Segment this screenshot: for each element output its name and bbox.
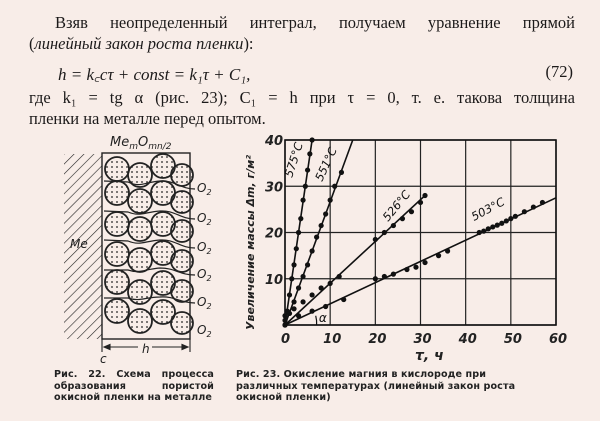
series-526c: 526°C [282, 188, 428, 326]
thickness-dimension [101, 339, 191, 352]
thickness-label: h [142, 342, 150, 356]
angle-arc [315, 315, 318, 326]
equation: h = k꜀cτ + const = k₁τ + C₁, [58, 65, 251, 84]
series-label: 503°C [469, 195, 507, 224]
y-tick-label: 10 [265, 273, 283, 288]
y-tick-label: 40 [264, 134, 283, 149]
paragraph-line: Взяв неопределенный интеграл, получаем у… [55, 13, 575, 32]
metal-label: Me [70, 237, 88, 251]
x-axis-label: τ, ч [415, 348, 444, 364]
y-tick-label: 20 [265, 227, 283, 242]
series-label: 551°C [312, 145, 340, 183]
paragraph-line: пленки на металле перед опытом. [29, 109, 266, 128]
c-label: c [100, 352, 107, 366]
figure-23-caption: Рис. 23. Окисление магния в кислороде пр… [236, 369, 516, 403]
x-tick-label: 60 [549, 332, 567, 347]
oxide-film-frame [101, 152, 191, 340]
chart-frame [284, 139, 557, 326]
paragraph-line: (линейный закон роста пленки): [29, 33, 575, 54]
x-tick-label: 30 [414, 332, 432, 347]
y-axis-label: Увеличение массы Δm, г/м² [244, 155, 257, 330]
x-tick-label: 0 [281, 332, 290, 347]
figure-22-caption: Рис. 22. Схема процесса образования пори… [54, 369, 214, 403]
oxygen-paths [103, 180, 196, 304]
emphasis-text: линейный закон роста пленки [34, 34, 244, 53]
y-tick-label: 30 [265, 180, 283, 195]
equation-number: (72) [545, 62, 574, 81]
series-label: 526°C [380, 188, 414, 224]
metal-hatching [64, 153, 102, 339]
paren: ): [243, 34, 254, 53]
angle-alpha-label: α [319, 311, 327, 325]
paren: ( [29, 34, 35, 53]
x-tick-label: 40 [458, 332, 477, 347]
figure-22-diagram: MemOmn/2 O2 O2 O2 O2 O2 O2 Me c h [61, 135, 212, 366]
x-tick-label: 10 [323, 332, 341, 347]
paragraph-line: где k₁ = tg α (рис. 23); C₁ = h при τ = … [29, 88, 575, 107]
oxide-grains [104, 153, 194, 335]
x-tick-label: 50 [504, 332, 522, 347]
x-tick-label: 20 [368, 332, 386, 347]
